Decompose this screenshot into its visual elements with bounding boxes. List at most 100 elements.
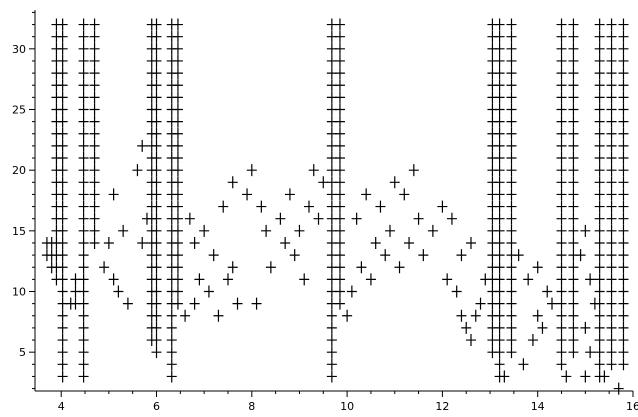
- data-point: [51, 30, 62, 43]
- data-point: [89, 18, 100, 31]
- data-point: [487, 188, 498, 201]
- data-point: [461, 321, 472, 334]
- data-point: [568, 346, 579, 359]
- data-point: [46, 236, 57, 249]
- data-point: [606, 79, 617, 92]
- data-point: [606, 176, 617, 189]
- data-point: [556, 358, 567, 371]
- data-point: [606, 358, 617, 371]
- data-point: [334, 42, 345, 55]
- data-point: [172, 297, 183, 310]
- data-point: [78, 18, 89, 31]
- data-point: [523, 273, 534, 286]
- data-point: [487, 334, 498, 347]
- data-point: [57, 358, 68, 371]
- data-point: [103, 236, 114, 249]
- data-point: [594, 200, 605, 213]
- data-point: [487, 54, 498, 67]
- x-tick-label: 12: [435, 400, 449, 413]
- data-point: [166, 358, 177, 371]
- data-point: [618, 18, 629, 31]
- data-point: [334, 261, 345, 274]
- data-point: [208, 249, 219, 262]
- data-point: [334, 285, 345, 298]
- data-point: [556, 188, 567, 201]
- data-point: [326, 334, 337, 347]
- data-point: [57, 309, 68, 322]
- data-point: [456, 249, 467, 262]
- data-point: [365, 273, 376, 286]
- data-point: [613, 382, 624, 395]
- data-point: [568, 30, 579, 43]
- data-point: [78, 164, 89, 177]
- data-point: [427, 224, 438, 237]
- data-point: [78, 79, 89, 92]
- data-point: [568, 152, 579, 165]
- data-point: [172, 249, 183, 262]
- data-point: [556, 249, 567, 262]
- data-point: [334, 164, 345, 177]
- data-point: [568, 261, 579, 274]
- data-point: [318, 176, 329, 189]
- data-point: [334, 79, 345, 92]
- data-point: [78, 261, 89, 274]
- data-point: [506, 127, 517, 140]
- data-point: [532, 309, 543, 322]
- data-point: [89, 54, 100, 67]
- data-point: [203, 285, 214, 298]
- data-point: [146, 176, 157, 189]
- data-point: [506, 164, 517, 177]
- data-point: [556, 200, 567, 213]
- data-point: [618, 42, 629, 55]
- data-point: [618, 236, 629, 249]
- data-point: [89, 139, 100, 152]
- data-point: [78, 42, 89, 55]
- data-point: [580, 224, 591, 237]
- data-point: [89, 42, 100, 55]
- data-point: [594, 91, 605, 104]
- data-point: [568, 236, 579, 249]
- data-point: [506, 18, 517, 31]
- data-point: [618, 164, 629, 177]
- data-point: [146, 42, 157, 55]
- data-point: [568, 224, 579, 237]
- data-point: [594, 18, 605, 31]
- data-point: [506, 285, 517, 298]
- data-point: [556, 273, 567, 286]
- data-point: [618, 91, 629, 104]
- data-point: [289, 249, 300, 262]
- data-point: [475, 297, 486, 310]
- data-point: [394, 261, 405, 274]
- data-point: [146, 309, 157, 322]
- data-point: [146, 297, 157, 310]
- data-point: [556, 79, 567, 92]
- data-point: [146, 30, 157, 43]
- data-point: [227, 261, 238, 274]
- data-point: [618, 346, 629, 359]
- data-point: [70, 285, 81, 298]
- data-point: [594, 273, 605, 286]
- data-point: [606, 188, 617, 201]
- data-point: [594, 42, 605, 55]
- data-point: [594, 188, 605, 201]
- data-point: [606, 236, 617, 249]
- data-point: [556, 176, 567, 189]
- data-point: [356, 261, 367, 274]
- data-point: [506, 212, 517, 225]
- data-point: [594, 321, 605, 334]
- data-point: [606, 139, 617, 152]
- data-point: [606, 212, 617, 225]
- x-tick-label: 10: [340, 400, 354, 413]
- data-point: [46, 261, 57, 274]
- data-point: [89, 236, 100, 249]
- data-point: [606, 200, 617, 213]
- data-point: [172, 67, 183, 80]
- data-point: [51, 152, 62, 165]
- data-point: [568, 79, 579, 92]
- data-point: [184, 212, 195, 225]
- data-point: [556, 261, 567, 274]
- data-point: [166, 334, 177, 347]
- data-point: [326, 346, 337, 359]
- data-point: [78, 103, 89, 116]
